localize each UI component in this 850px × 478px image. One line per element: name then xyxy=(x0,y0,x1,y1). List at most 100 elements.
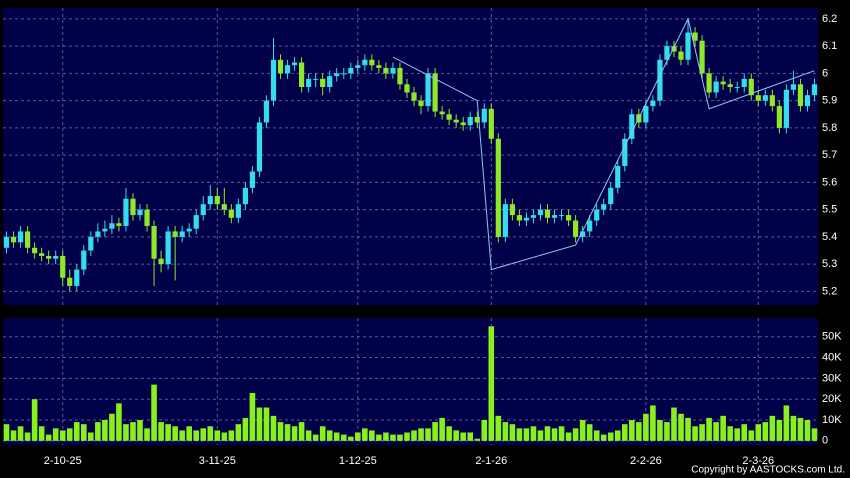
candle-body xyxy=(734,87,740,89)
candle-body xyxy=(46,255,52,259)
candle-body xyxy=(713,81,719,93)
volume-bar xyxy=(207,426,214,441)
volume-bar xyxy=(685,417,691,441)
candle-body xyxy=(249,171,256,188)
candle-body xyxy=(263,100,270,123)
volume-bar xyxy=(355,432,361,441)
volume-bar xyxy=(24,432,31,441)
volume-bar xyxy=(502,422,509,441)
volume-bar xyxy=(130,422,136,441)
candle-body xyxy=(460,122,466,126)
volume-bar xyxy=(762,422,769,441)
candle-body xyxy=(516,215,523,221)
candle-body xyxy=(214,196,220,205)
candle-body xyxy=(404,84,410,93)
volume-bar xyxy=(748,430,755,441)
candle-body xyxy=(270,59,277,101)
volume-bar xyxy=(284,424,291,441)
volume-bar xyxy=(31,399,38,441)
volume-bar xyxy=(116,403,122,441)
volume-bar xyxy=(776,420,783,441)
volume-bar xyxy=(305,430,312,441)
volume-bar xyxy=(741,424,748,441)
candle-body xyxy=(291,62,298,66)
y-tick-label: 5.7 xyxy=(822,149,837,161)
volume-bar xyxy=(600,434,607,441)
volume-bar xyxy=(586,424,593,441)
volume-bar xyxy=(804,420,811,441)
candle-body xyxy=(495,138,501,237)
candle-body xyxy=(60,255,66,278)
volume-bar xyxy=(790,415,797,441)
volume-bar xyxy=(509,424,516,441)
y-tick-label: 20K xyxy=(822,393,842,405)
volume-bar xyxy=(467,432,474,441)
volume-bar xyxy=(369,430,375,441)
candle-body xyxy=(179,231,185,237)
candle-body xyxy=(165,231,171,265)
candle-body xyxy=(551,215,558,218)
candle-body xyxy=(783,89,789,128)
volume-bar xyxy=(88,432,94,441)
volume-bar xyxy=(376,434,382,441)
volume-bar xyxy=(102,420,108,441)
volume-bar xyxy=(17,426,24,441)
volume-bar xyxy=(474,438,481,441)
volume-bar xyxy=(45,434,52,441)
volume-bar xyxy=(186,426,192,441)
volume-bar xyxy=(242,417,249,441)
candle-body xyxy=(594,209,600,221)
volume-bar xyxy=(720,415,726,441)
y-tick-label: 50K xyxy=(822,331,842,343)
candle-body xyxy=(608,187,614,205)
candle-body xyxy=(769,95,775,107)
candle-body xyxy=(102,228,108,232)
candle-body xyxy=(776,106,782,128)
volume-bar xyxy=(158,422,164,441)
volume-bar xyxy=(277,422,284,441)
volume-bar xyxy=(270,415,277,441)
candle-body xyxy=(573,220,579,237)
volume-bar xyxy=(298,422,305,441)
volume-bar xyxy=(73,422,80,441)
y-tick-label: 5.2 xyxy=(822,285,837,297)
candle-body xyxy=(650,100,656,107)
volume-bar xyxy=(362,428,368,441)
volume-bar xyxy=(607,432,614,441)
candle-body xyxy=(32,247,38,254)
candle-body xyxy=(741,78,747,88)
volume-bar xyxy=(636,422,642,441)
candle-body xyxy=(523,217,530,221)
candle-body xyxy=(242,187,248,205)
volume-bar xyxy=(123,424,129,441)
volume-bar xyxy=(678,413,684,441)
candle-body xyxy=(537,209,544,216)
x-tick-label: 2-1-26 xyxy=(475,455,507,467)
volume-bar xyxy=(671,407,677,441)
volume-bar xyxy=(650,405,656,441)
volume-bar xyxy=(769,415,776,441)
candle-body xyxy=(432,73,438,112)
candle-body xyxy=(530,215,537,218)
candle-body xyxy=(67,277,73,286)
candle-body xyxy=(151,225,157,259)
volume-bar xyxy=(397,434,403,441)
candle-body xyxy=(418,100,424,107)
volume-bar xyxy=(643,413,649,441)
volume-bar xyxy=(326,430,333,441)
candle-body xyxy=(327,76,333,88)
volume-bar xyxy=(495,415,502,441)
candle-body xyxy=(699,40,705,74)
volume-bar xyxy=(488,326,495,441)
volume-bar xyxy=(52,428,59,441)
zigzag-line xyxy=(392,17,815,271)
candle-body xyxy=(678,51,684,60)
candle-body xyxy=(334,73,340,77)
volume-bar xyxy=(411,430,417,441)
candle-body xyxy=(502,204,508,237)
volume-bar xyxy=(614,430,621,441)
candle-body xyxy=(10,236,17,243)
candle-body xyxy=(629,114,635,139)
candle-body xyxy=(488,108,494,139)
candle-body xyxy=(320,78,326,88)
